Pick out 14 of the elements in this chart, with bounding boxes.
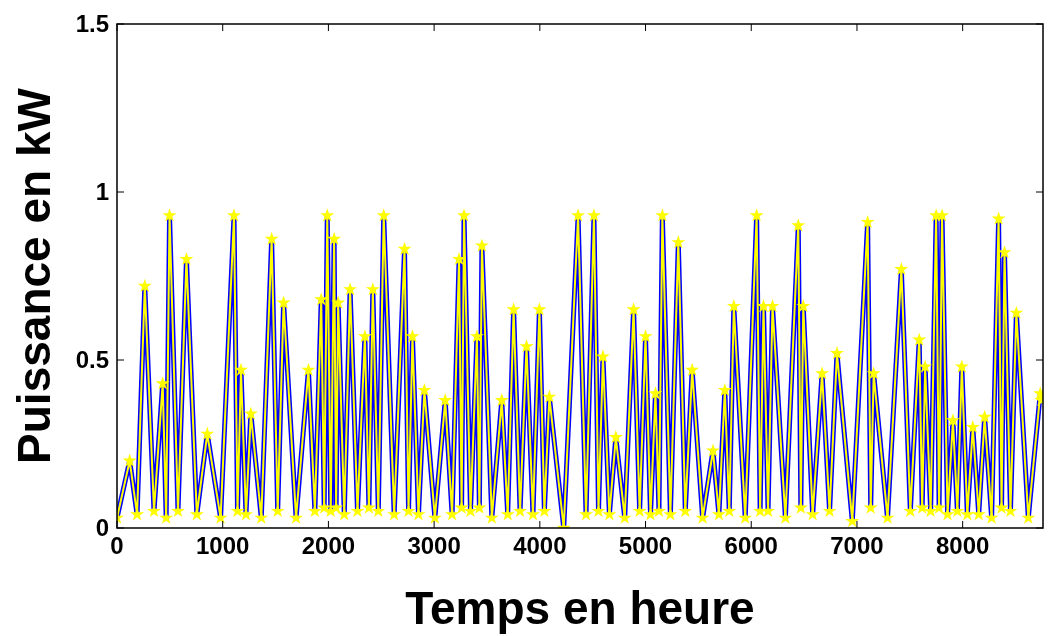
y-tick-label: 0.5 — [75, 346, 109, 374]
x-axis-title: Temps en heure — [405, 582, 755, 634]
y-tick-label: 1 — [95, 178, 109, 206]
y-axis-title: Puissance en kW — [8, 87, 60, 464]
y-tick-label: 1.5 — [75, 10, 109, 38]
x-tick-label: 5000 — [618, 532, 673, 559]
x-tick-label: 3000 — [407, 532, 461, 559]
x-tick-label: 6000 — [724, 532, 778, 559]
x-tick-label: 7000 — [830, 532, 884, 559]
x-tick-label: 4000 — [513, 532, 567, 559]
y-tick-label: 0 — [95, 514, 109, 542]
x-tick-label: 8000 — [935, 532, 990, 559]
x-tick-label: 2000 — [301, 532, 356, 559]
x-tick-label: 1000 — [196, 532, 250, 559]
